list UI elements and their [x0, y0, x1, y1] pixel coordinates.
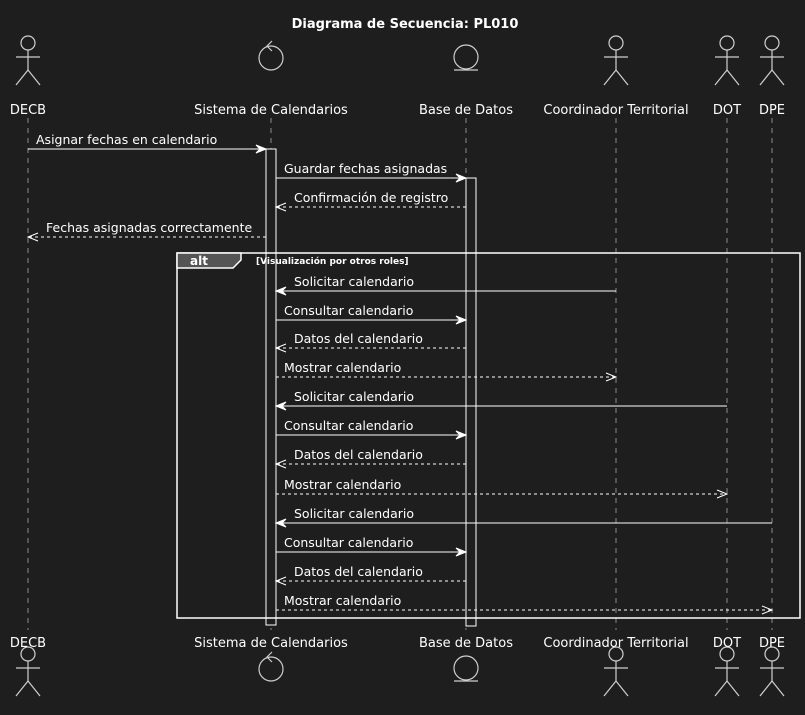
message-1: Asignar fechas en calendario	[28, 132, 268, 154]
message-11: Datos del calendario	[274, 447, 466, 469]
participant-decb-bottom: DECB	[10, 636, 46, 697]
actor-icon	[759, 35, 785, 86]
activation-sistema	[265, 148, 277, 626]
message-label: Guardar fechas asignadas	[284, 161, 447, 176]
message-label: Asignar fechas en calendario	[36, 132, 217, 147]
actor-icon	[603, 646, 629, 697]
message-14: Consultar calendario	[276, 535, 468, 557]
participant-label: DPE	[759, 103, 785, 118]
participant-label: DOT	[713, 103, 741, 118]
message-6: Consultar calendario	[276, 303, 468, 325]
participant-label: Sistema de Calendarios	[194, 636, 348, 651]
message-label: Mostrar calendario	[284, 477, 401, 492]
participant-sistema-bottom: Sistema de Calendarios	[194, 636, 348, 682]
participant-sistema-top: Sistema de Calendarios	[194, 40, 348, 118]
message-label: Consultar calendario	[284, 418, 413, 433]
alt-fragment: alt [Visualización por otros roles]	[176, 252, 801, 619]
participant-label: Coordinador Territorial	[543, 636, 688, 651]
message-label: Consultar calendario	[284, 535, 413, 550]
alt-keyword: alt	[190, 254, 208, 268]
participant-dpe-bottom: DPE	[759, 636, 785, 697]
message-16: Mostrar calendario	[276, 593, 774, 615]
actor-icon	[714, 646, 740, 697]
participant-coord-top: Coordinador Territorial	[543, 35, 689, 118]
participant-bd-top: Base de Datos	[419, 44, 513, 118]
activation-bd	[465, 177, 477, 627]
participant-label: DECB	[10, 636, 46, 651]
participant-label: Base de Datos	[419, 103, 513, 118]
message-label: Datos del calendario	[294, 331, 423, 346]
alt-tab	[176, 252, 242, 269]
message-15: Datos del calendario	[274, 564, 466, 586]
actor-icon	[15, 646, 41, 697]
message-5: Solicitar calendario	[274, 274, 616, 296]
message-12: Mostrar calendario	[276, 477, 729, 499]
message-label: Datos del calendario	[294, 564, 423, 579]
message-9: Solicitar calendario	[274, 389, 727, 411]
participant-label: DPE	[759, 636, 785, 651]
message-label: Confirmación de registro	[294, 190, 448, 205]
diagram-title: Diagrama de Secuencia: PL010	[292, 17, 519, 32]
actor-icon	[15, 35, 41, 86]
message-8: Mostrar calendario	[276, 360, 618, 382]
message-3: Confirmación de registro	[274, 190, 466, 212]
participant-dpe-top: DPE	[759, 35, 785, 118]
message-label: Mostrar calendario	[284, 593, 401, 608]
entity-icon	[453, 655, 479, 682]
participant-bd-bottom: Base de Datos	[419, 636, 513, 682]
participant-decb-top: DECB	[10, 35, 46, 118]
message-4: Fechas asignadas correctamente	[26, 220, 266, 242]
entity-icon	[453, 44, 479, 71]
message-2: Guardar fechas asignadas	[276, 161, 468, 183]
participant-label: Coordinador Territorial	[543, 103, 688, 118]
actor-icon	[603, 35, 629, 86]
participant-dot-top: DOT	[713, 35, 741, 118]
message-7: Datos del calendario	[274, 331, 466, 353]
participant-label: Sistema de Calendarios	[194, 103, 348, 118]
participant-label: DOT	[713, 636, 741, 651]
actor-icon	[759, 646, 785, 697]
participant-coord-bottom: Coordinador Territorial	[543, 636, 689, 697]
message-label: Fechas asignadas correctamente	[46, 220, 252, 235]
message-label: Datos del calendario	[294, 447, 423, 462]
message-10: Consultar calendario	[276, 418, 468, 440]
message-label: Solicitar calendario	[294, 389, 414, 404]
message-13: Solicitar calendario	[274, 506, 772, 528]
control-icon	[258, 651, 284, 682]
message-label: Solicitar calendario	[294, 506, 414, 521]
actor-icon	[714, 35, 740, 86]
message-label: Solicitar calendario	[294, 274, 414, 289]
message-label: Mostrar calendario	[284, 360, 401, 375]
participant-dot-bottom: DOT	[713, 636, 741, 697]
participant-label: DECB	[10, 103, 46, 118]
control-icon	[258, 40, 284, 71]
participant-label: Base de Datos	[419, 636, 513, 651]
alt-condition: [Visualización por otros roles]	[256, 256, 409, 267]
message-label: Consultar calendario	[284, 303, 413, 318]
